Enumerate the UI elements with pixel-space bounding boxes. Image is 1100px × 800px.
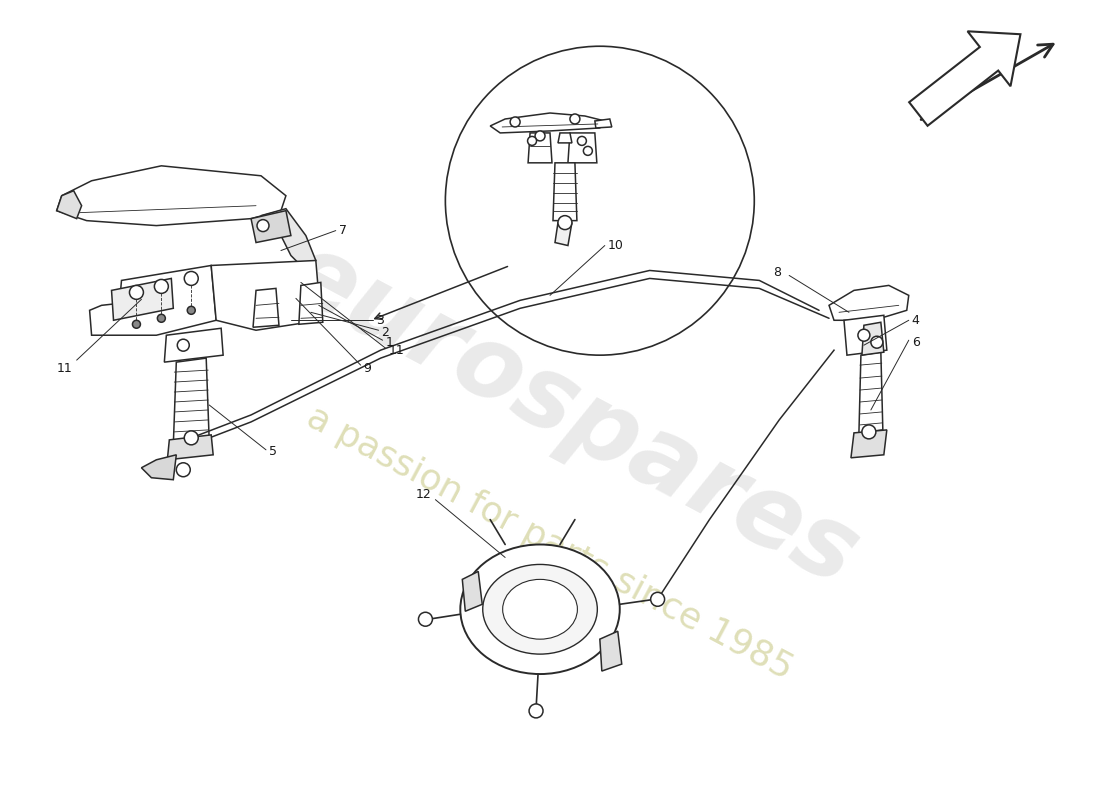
Polygon shape	[553, 163, 576, 221]
Circle shape	[528, 137, 537, 146]
Polygon shape	[211, 261, 321, 330]
Text: 1: 1	[386, 336, 394, 349]
Text: 7: 7	[339, 224, 346, 237]
Polygon shape	[89, 266, 217, 335]
Circle shape	[558, 216, 572, 230]
Polygon shape	[261, 209, 316, 270]
Circle shape	[185, 431, 198, 445]
Text: 12: 12	[416, 488, 431, 501]
Circle shape	[157, 314, 165, 322]
Polygon shape	[253, 288, 279, 327]
Circle shape	[871, 336, 883, 348]
Polygon shape	[568, 133, 597, 163]
Polygon shape	[862, 322, 883, 355]
Circle shape	[570, 114, 580, 124]
Text: 3: 3	[375, 314, 384, 326]
Circle shape	[529, 704, 543, 718]
Circle shape	[535, 131, 544, 141]
Text: a passion for parts since 1985: a passion for parts since 1985	[301, 401, 799, 686]
Ellipse shape	[460, 545, 619, 674]
Circle shape	[154, 279, 168, 294]
Text: 10: 10	[608, 239, 624, 252]
Text: 2: 2	[382, 326, 389, 338]
Circle shape	[187, 306, 195, 314]
Polygon shape	[910, 31, 1021, 126]
Circle shape	[578, 137, 586, 146]
Ellipse shape	[483, 565, 597, 654]
Polygon shape	[111, 278, 174, 320]
Polygon shape	[164, 328, 223, 362]
Text: 8: 8	[773, 266, 781, 279]
Polygon shape	[142, 455, 176, 480]
Circle shape	[510, 117, 520, 127]
Polygon shape	[299, 282, 322, 324]
Circle shape	[185, 271, 198, 286]
Text: 6: 6	[912, 336, 920, 349]
Circle shape	[176, 462, 190, 477]
Circle shape	[862, 425, 876, 439]
Circle shape	[257, 220, 270, 231]
Text: 11: 11	[388, 344, 405, 357]
Circle shape	[130, 286, 143, 299]
Text: 9: 9	[364, 362, 372, 374]
Text: 5: 5	[270, 446, 277, 458]
Polygon shape	[174, 358, 209, 445]
Circle shape	[177, 339, 189, 351]
Polygon shape	[558, 133, 572, 143]
Polygon shape	[829, 286, 909, 320]
Polygon shape	[844, 315, 887, 355]
Text: 11: 11	[57, 362, 73, 374]
Polygon shape	[851, 430, 887, 458]
Polygon shape	[595, 119, 612, 128]
Polygon shape	[859, 352, 883, 433]
Polygon shape	[57, 166, 286, 226]
Polygon shape	[462, 571, 482, 611]
Circle shape	[650, 592, 664, 606]
Circle shape	[446, 46, 755, 355]
Polygon shape	[528, 133, 552, 163]
Ellipse shape	[503, 579, 578, 639]
Polygon shape	[251, 210, 290, 242]
Polygon shape	[491, 113, 605, 133]
Polygon shape	[57, 190, 81, 218]
Circle shape	[418, 612, 432, 626]
Circle shape	[858, 330, 870, 342]
Circle shape	[132, 320, 141, 328]
Circle shape	[583, 146, 593, 155]
Polygon shape	[556, 222, 572, 246]
Text: 4: 4	[912, 314, 920, 326]
Text: eurospares: eurospares	[270, 225, 874, 607]
Polygon shape	[600, 631, 621, 671]
Polygon shape	[167, 435, 213, 460]
